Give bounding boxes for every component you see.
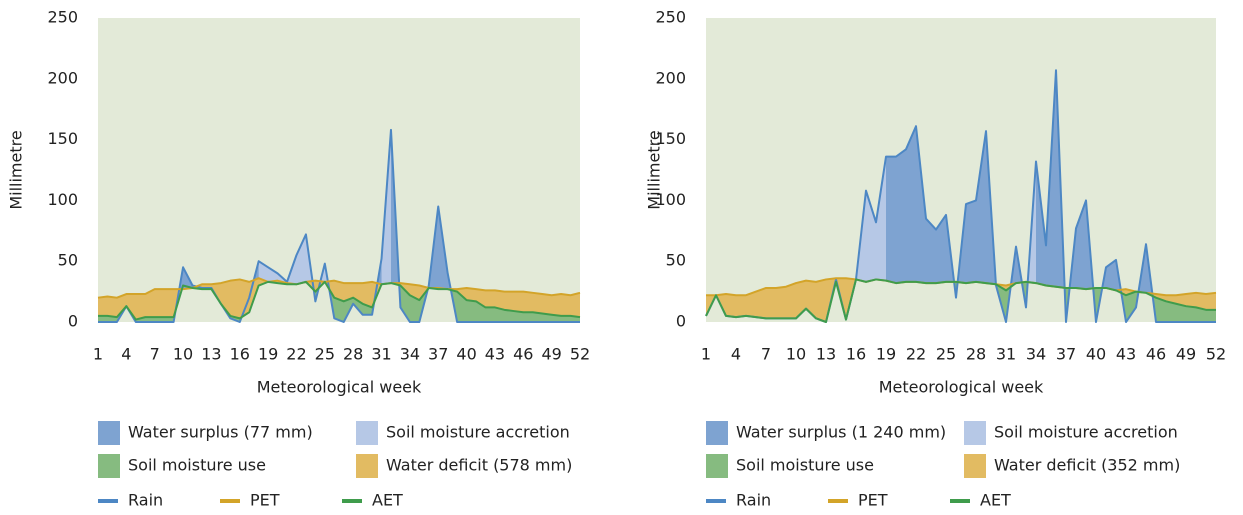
x-tick-label: 52 xyxy=(570,345,590,364)
x-tick-label: 7 xyxy=(150,345,160,364)
legend-swatch xyxy=(98,421,120,445)
y-tick-label: 200 xyxy=(655,68,686,87)
x-tick-label: 10 xyxy=(786,345,806,364)
x-tick-label: 4 xyxy=(731,345,741,364)
x-tick-label: 46 xyxy=(513,345,533,364)
y-tick-label: 50 xyxy=(58,251,78,270)
y-tick-label: 100 xyxy=(655,190,686,209)
series-line xyxy=(97,277,581,299)
y-tick-label: 0 xyxy=(68,312,78,331)
legend-swatch xyxy=(356,421,378,445)
legend-label: Water surplus (1 240 mm) xyxy=(736,423,946,442)
x-tick-label: 4 xyxy=(121,345,131,364)
x-tick-label: 49 xyxy=(541,345,561,364)
y-tick-label: 250 xyxy=(655,8,686,27)
y-axis-label: Millimetre xyxy=(7,130,26,209)
y-axis-label: Millimetre xyxy=(645,130,664,209)
x-tick-label: 16 xyxy=(846,345,866,364)
water-surplus-area xyxy=(706,70,1216,296)
legend-label: AET xyxy=(372,491,403,510)
x-tick-label: 1 xyxy=(93,345,103,364)
x-tick-label: 13 xyxy=(816,345,836,364)
x-tick-label: 16 xyxy=(230,345,250,364)
x-tick-label: 37 xyxy=(1056,345,1076,364)
y-tick-label: 50 xyxy=(666,251,686,270)
x-tick-label: 34 xyxy=(1026,345,1046,364)
legend-swatch xyxy=(98,454,120,478)
x-tick-label: 40 xyxy=(456,345,476,364)
x-tick-label: 49 xyxy=(1176,345,1196,364)
series-line xyxy=(98,128,580,323)
y-tick-label: 150 xyxy=(47,129,78,148)
x-tick-label: 34 xyxy=(400,345,420,364)
x-tick-label: 31 xyxy=(371,345,391,364)
legend-swatch xyxy=(706,454,728,478)
x-tick-label: 28 xyxy=(343,345,363,364)
legend-label: PET xyxy=(250,491,280,510)
x-tick-label: 40 xyxy=(1086,345,1106,364)
legend-swatch xyxy=(964,454,986,478)
legend-label: Rain xyxy=(128,491,163,510)
series-line xyxy=(705,278,1216,323)
x-tick-label: 52 xyxy=(1206,345,1226,364)
plot-background xyxy=(98,18,580,322)
y-tick-label: 150 xyxy=(655,129,686,148)
x-tick-label: 19 xyxy=(258,345,278,364)
x-tick-label: 19 xyxy=(876,345,896,364)
x-tick-label: 13 xyxy=(201,345,221,364)
legend-label: Rain xyxy=(736,491,771,510)
x-axis-label: Meteorological week xyxy=(257,378,422,397)
legend-label: AET xyxy=(980,491,1011,510)
legend-label: PET xyxy=(858,491,888,510)
legend-label: Water deficit (352 mm) xyxy=(994,456,1180,475)
x-tick-label: 7 xyxy=(761,345,771,364)
surplus-group xyxy=(706,70,1216,296)
y-tick-label: 0 xyxy=(676,312,686,331)
x-tick-label: 43 xyxy=(1116,345,1136,364)
legend-label: Soil moisture use xyxy=(736,456,874,475)
x-tick-label: 1 xyxy=(701,345,711,364)
x-tick-label: 28 xyxy=(966,345,986,364)
legend-swatch xyxy=(706,421,728,445)
x-axis-label: Meteorological week xyxy=(879,378,1044,397)
x-tick-label: 46 xyxy=(1146,345,1166,364)
x-tick-label: 25 xyxy=(315,345,335,364)
legend-label: Soil moisture use xyxy=(128,456,266,475)
legend-label: Soil moisture accretion xyxy=(386,423,570,442)
legend-swatch xyxy=(964,421,986,445)
legend-label: Water surplus (77 mm) xyxy=(128,423,313,442)
legend-swatch xyxy=(356,454,378,478)
x-tick-label: 22 xyxy=(906,345,926,364)
y-tick-label: 100 xyxy=(47,190,78,209)
y-tick-label: 200 xyxy=(47,68,78,87)
x-tick-label: 22 xyxy=(286,345,306,364)
legend-label: Soil moisture accretion xyxy=(994,423,1178,442)
series-line xyxy=(98,280,581,321)
y-tick-label: 250 xyxy=(47,8,78,27)
x-tick-label: 31 xyxy=(996,345,1016,364)
x-tick-label: 37 xyxy=(428,345,448,364)
legend-label: Water deficit (578 mm) xyxy=(386,456,572,475)
x-tick-label: 25 xyxy=(936,345,956,364)
x-tick-label: 10 xyxy=(173,345,193,364)
x-tick-label: 43 xyxy=(485,345,505,364)
